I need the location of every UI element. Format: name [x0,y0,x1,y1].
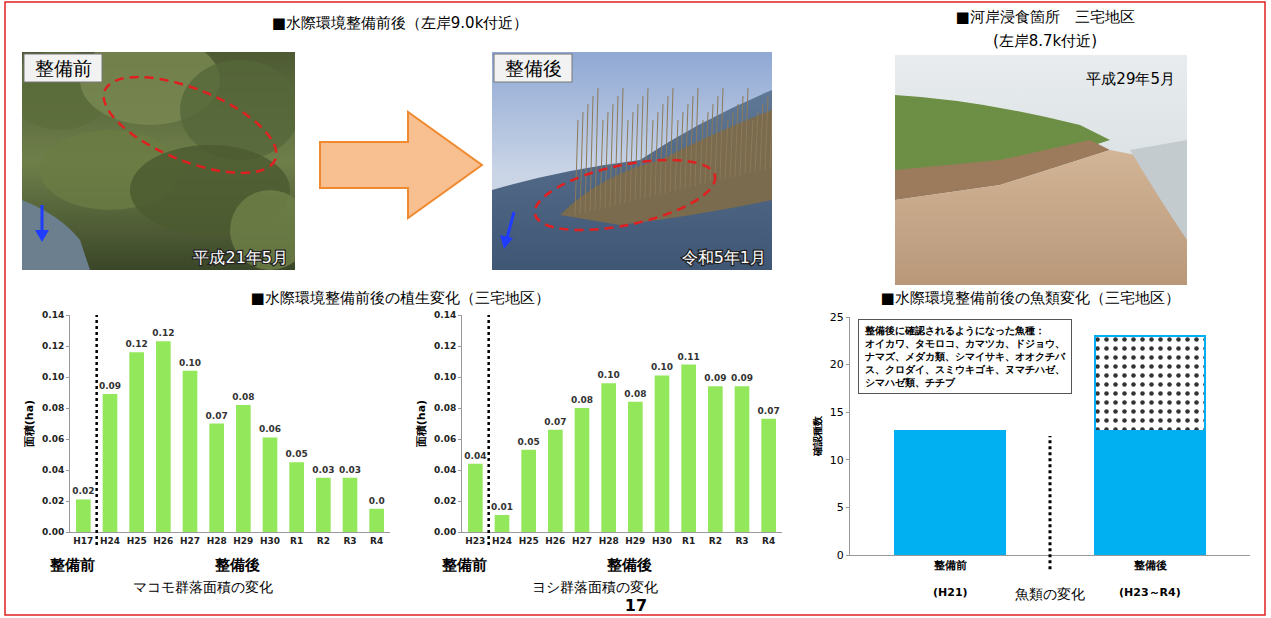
svg-text:R3: R3 [343,536,356,546]
svg-text:0.10: 0.10 [598,370,620,380]
svg-text:整備前: 整備前 [933,559,967,572]
svg-text:令和5年1月: 令和5年1月 [682,248,766,267]
svg-text:整備前: 整備前 [35,57,92,79]
svg-text:面積(ha): 面積(ha) [415,400,428,448]
svg-text:0.01: 0.01 [491,502,513,512]
svg-text:H27: H27 [572,536,592,546]
svg-text:整備後: 整備後 [214,556,260,574]
svg-text:0.10: 0.10 [179,358,201,368]
svg-text:R3: R3 [735,536,748,546]
svg-text:0.08: 0.08 [42,403,64,413]
svg-text:H30: H30 [652,536,672,546]
svg-text:H28: H28 [207,536,227,546]
svg-text:17: 17 [625,596,647,615]
svg-text:H24: H24 [100,536,120,546]
svg-text:0.08: 0.08 [571,395,593,405]
svg-text:■水際環境整備前後の植生変化（三宅地区）: ■水際環境整備前後の植生変化（三宅地区） [250,289,549,307]
svg-text:■水際環境整備前後の魚類変化（三宅地区）: ■水際環境整備前後の魚類変化（三宅地区） [880,289,1179,307]
svg-text:0.10: 0.10 [434,372,456,382]
svg-text:H25: H25 [127,536,147,546]
svg-text:平成21年5月: 平成21年5月 [193,248,288,267]
svg-text:平成29年5月: 平成29年5月 [1086,70,1175,88]
svg-text:5: 5 [837,501,844,514]
svg-text:0.09: 0.09 [704,373,726,383]
svg-text:0.08: 0.08 [232,392,254,402]
svg-text:0.04: 0.04 [42,465,64,475]
svg-text:確認種数: 確認種数 [812,415,823,457]
svg-text:0.12: 0.12 [42,341,64,351]
svg-text:20: 20 [830,358,844,371]
svg-text:0.12: 0.12 [434,341,456,351]
svg-text:R2: R2 [709,536,722,546]
html-text:ヨシ群落面積の変化: ヨシ群落面積の変化 [532,579,658,595]
svg-text:(H21): (H21) [933,586,968,599]
svg-text:整備後: 整備後 [505,57,562,79]
svg-text:H24: H24 [492,536,512,546]
svg-text:0: 0 [837,549,844,562]
svg-text:R2: R2 [317,536,330,546]
svg-text:0.05: 0.05 [518,437,540,447]
svg-text:0.05: 0.05 [286,449,308,459]
svg-text:■水際環境整備前後（左岸9.0k付近）: ■水際環境整備前後（左岸9.0k付近） [272,14,529,32]
svg-text:0.06: 0.06 [434,434,456,444]
svg-text:H27: H27 [180,536,200,546]
svg-text:H30: H30 [260,536,280,546]
svg-text:0.03: 0.03 [312,465,334,475]
svg-text:0.03: 0.03 [339,465,361,475]
svg-text:(左岸8.7k付近): (左岸8.7k付近) [993,32,1097,50]
svg-text:0.10: 0.10 [42,372,64,382]
svg-text:整備前: 整備前 [49,556,95,574]
svg-text:(H23～R4): (H23～R4) [1119,586,1181,599]
svg-text:0.07: 0.07 [758,406,780,416]
svg-text:H17: H17 [73,536,93,546]
svg-text:H26: H26 [153,536,173,546]
svg-text:R4: R4 [370,536,383,546]
svg-text:H29: H29 [625,536,645,546]
svg-text:0.02: 0.02 [72,486,94,496]
svg-text:0.14: 0.14 [42,310,64,320]
svg-text:0.00: 0.00 [42,527,64,537]
svg-text:0.12: 0.12 [126,339,148,349]
svg-text:0.12: 0.12 [152,328,174,338]
svg-text:0.04: 0.04 [434,465,456,475]
svg-text:25: 25 [830,311,844,324]
html-text:マコモ群落面積の変化: マコモ群落面積の変化 [133,579,273,595]
svg-text:10: 10 [830,454,844,467]
svg-text:整備後: 整備後 [1133,559,1167,572]
svg-text:0.06: 0.06 [259,424,281,434]
svg-text:0.14: 0.14 [434,310,456,320]
svg-text:0.11: 0.11 [678,352,700,362]
svg-text:整備前: 整備前 [441,556,487,574]
svg-text:0.02: 0.02 [42,496,64,506]
svg-text:0.10: 0.10 [651,362,673,372]
svg-text:0.00: 0.00 [434,527,456,537]
svg-text:魚類の変化: 魚類の変化 [1015,586,1085,602]
svg-text:R1: R1 [682,536,695,546]
svg-text:■河岸浸食箇所 三宅地区: ■河岸浸食箇所 三宅地区 [955,8,1134,26]
svg-text:H28: H28 [599,536,619,546]
svg-text:整備後に確認されるようになった魚種：オイカワ、タモロコ、カマ: 整備後に確認されるようになった魚種：オイカワ、タモロコ、カマツカ、ドジョウ、ナマ… [864,325,1066,388]
svg-text:0.09: 0.09 [99,381,121,391]
svg-text:H25: H25 [519,536,539,546]
svg-text:0.09: 0.09 [731,373,753,383]
svg-text:H29: H29 [233,536,253,546]
svg-text:0.08: 0.08 [624,389,646,399]
svg-text:15: 15 [830,406,844,419]
svg-text:0.02: 0.02 [434,496,456,506]
svg-text:R1: R1 [290,536,303,546]
svg-text:H26: H26 [545,536,565,546]
svg-text:R4: R4 [762,536,775,546]
svg-text:整備後: 整備後 [606,556,652,574]
svg-text:H23: H23 [465,536,485,546]
svg-text:0.07: 0.07 [206,411,228,421]
svg-text:0.08: 0.08 [434,403,456,413]
svg-text:面積(ha): 面積(ha) [23,400,36,448]
svg-text:0.07: 0.07 [544,417,566,427]
svg-text:0.04: 0.04 [464,451,486,461]
svg-text:0.06: 0.06 [42,434,64,444]
svg-text:0.0: 0.0 [369,496,385,506]
